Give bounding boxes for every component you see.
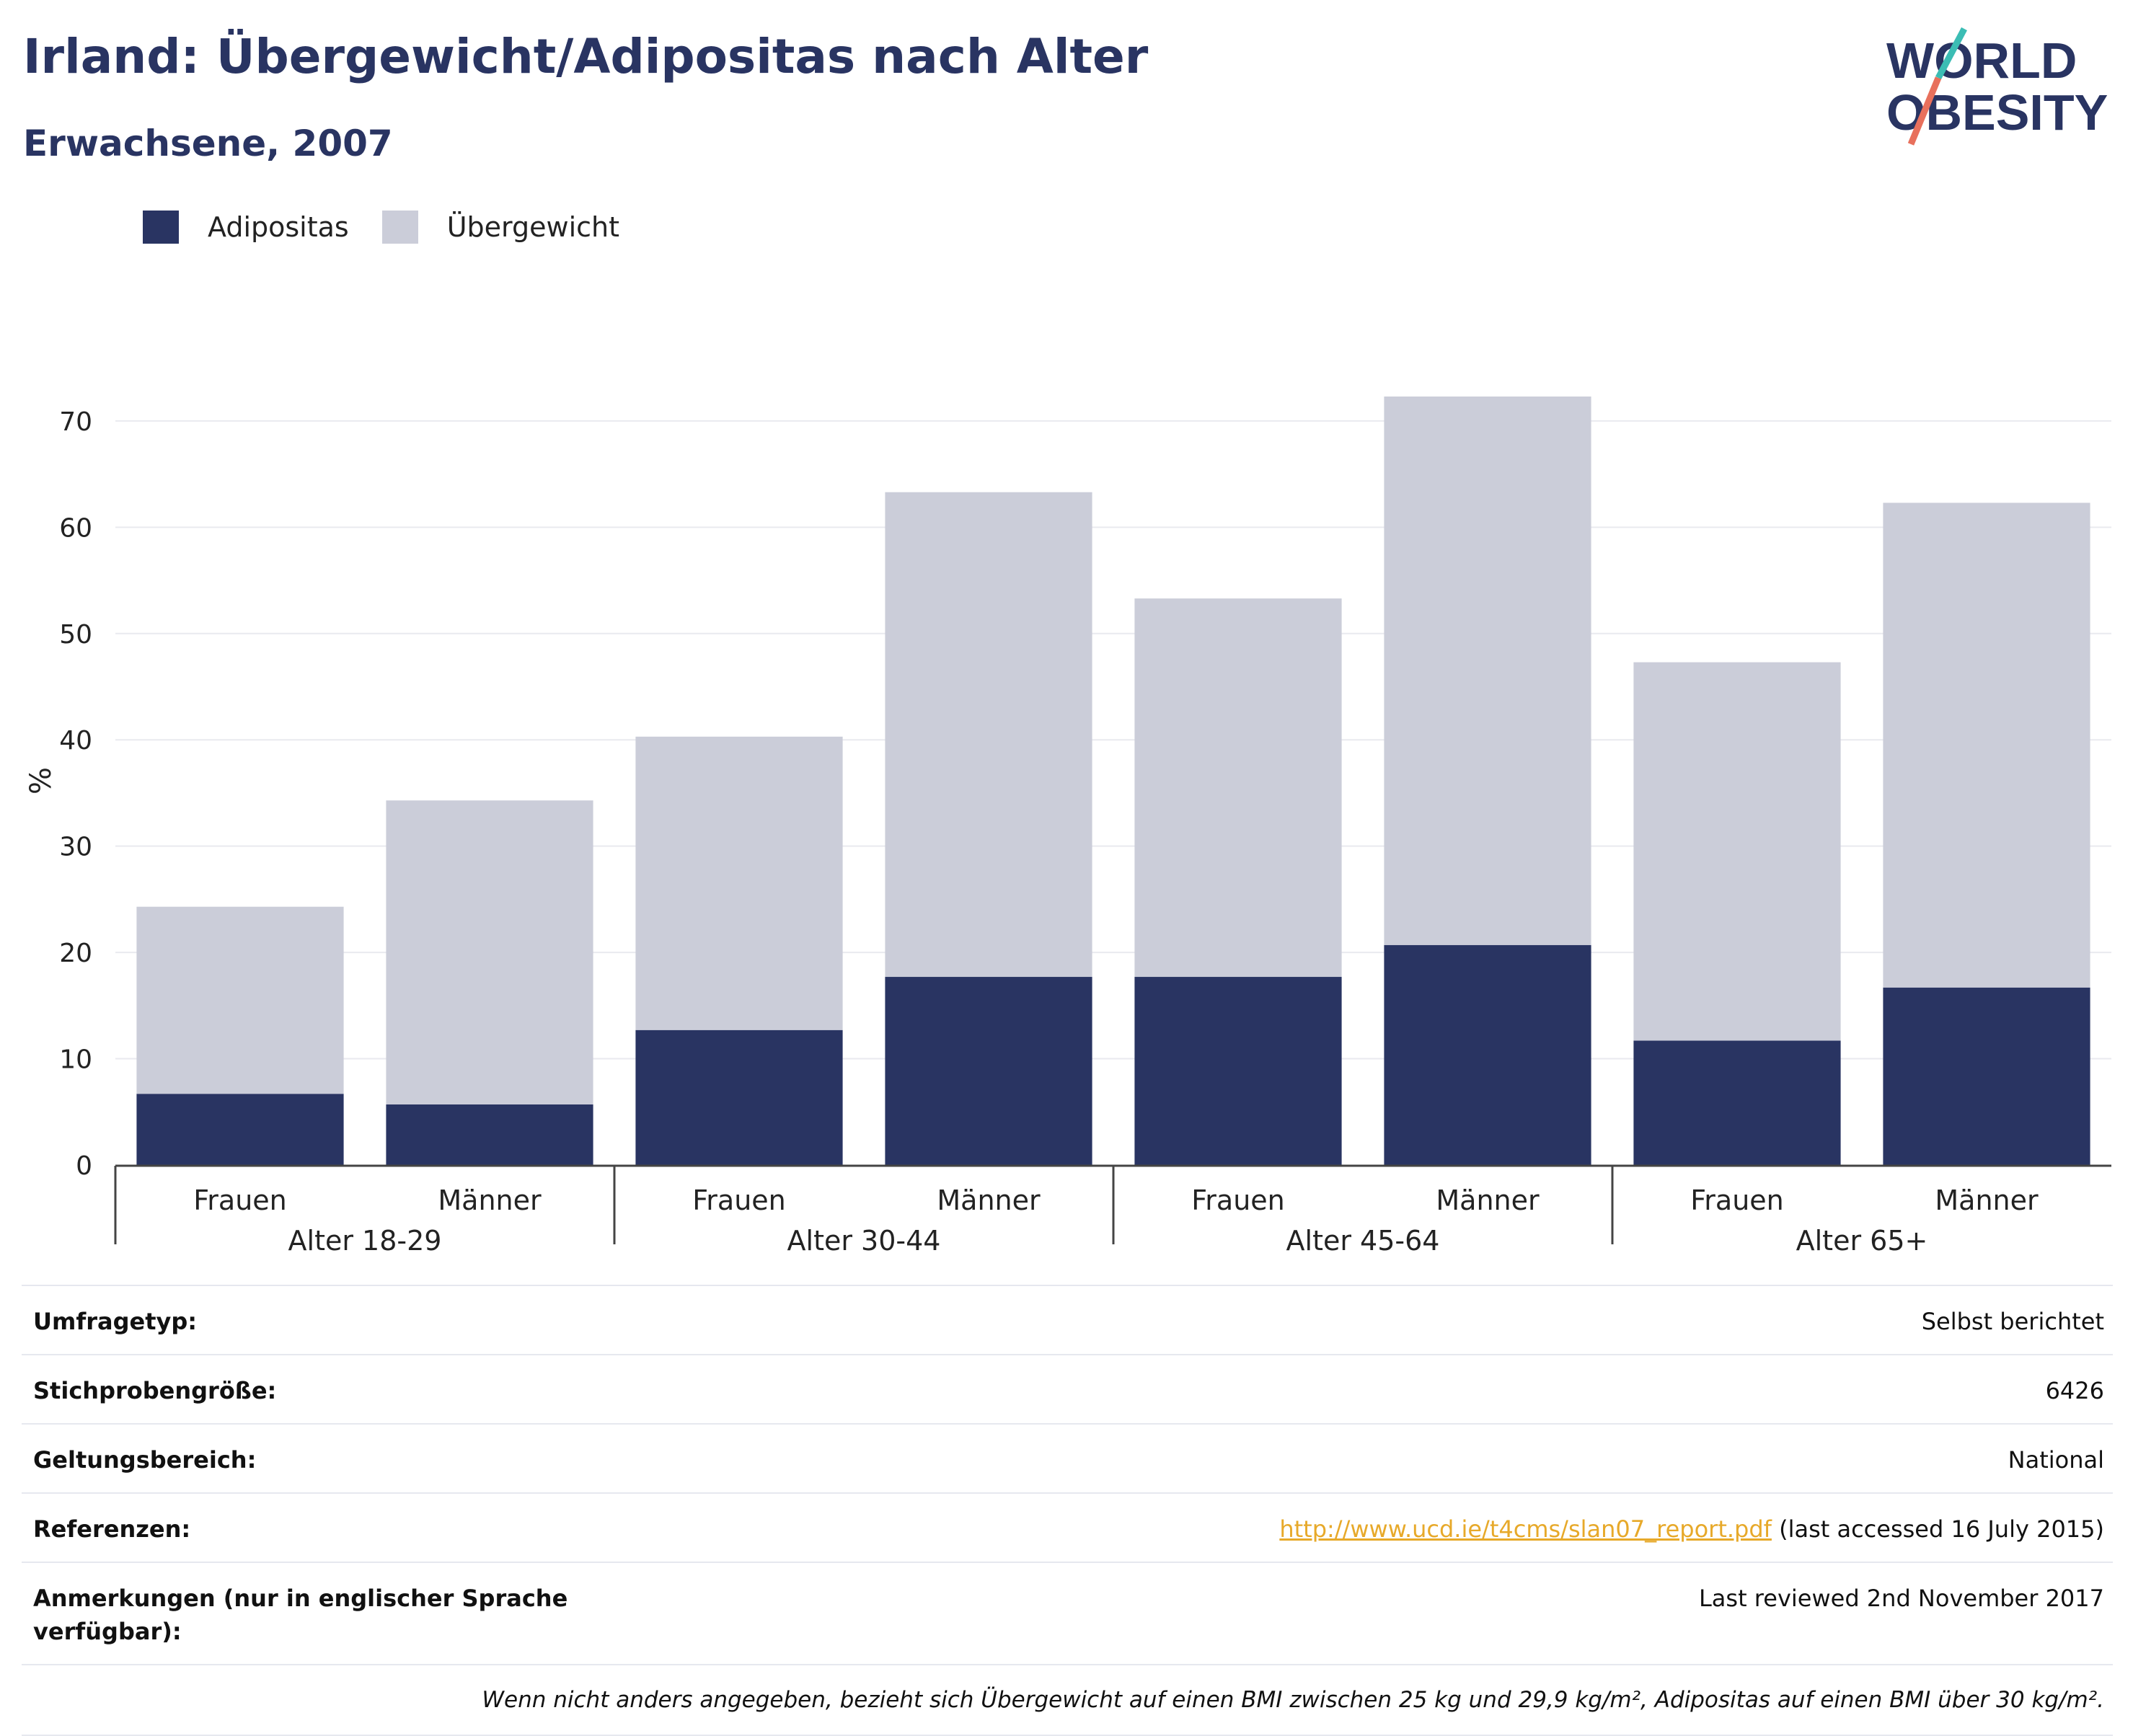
logo-line1: WORLD	[1886, 32, 2077, 89]
y-axis-title: %	[25, 767, 58, 794]
x-tick-label: Frauen	[1191, 1184, 1285, 1216]
bar-overweight-6	[1633, 662, 1841, 1041]
reference-link[interactable]: http://www.ucd.ie/t4cms/slan07_report.pd…	[1279, 1515, 1772, 1543]
x-tick-label: Männer	[438, 1184, 542, 1216]
meta-row-sample-size: Stichprobengröße: 6426	[22, 1354, 2113, 1423]
y-tick-label: 70	[59, 407, 92, 437]
bar-obesity-1	[386, 1104, 593, 1165]
x-tick-label: Männer	[1436, 1184, 1540, 1216]
x-tick-label: Frauen	[1690, 1184, 1784, 1216]
bar-overweight-3	[885, 492, 1092, 978]
meta-value: 6426	[2045, 1377, 2104, 1404]
legend-label-overweight: Übergewicht	[446, 211, 619, 243]
y-tick-label: 40	[59, 726, 92, 756]
x-group-label: Alter 65+	[1796, 1225, 1928, 1257]
y-tick-label: 50	[59, 620, 92, 650]
meta-row-notes: Anmerkungen (nur in englischer Sprache v…	[22, 1562, 2113, 1664]
bar-obesity-0	[136, 1094, 344, 1165]
world-obesity-logo: WORLD OBESITY	[1886, 27, 2108, 146]
y-tick-label: 20	[59, 939, 92, 968]
logo-line2: OBESITY	[1886, 84, 2108, 141]
bar-chart: 0 10 20 30 40 50 60 70% Frauen Männer Frauen Männer…	[25, 397, 2111, 1257]
bar-overweight-2	[635, 736, 843, 1030]
bar-obesity-7	[1883, 987, 2090, 1165]
meta-key: Stichprobengröße:	[33, 1377, 277, 1404]
x-tick-label: Männer	[937, 1184, 1041, 1216]
bar-obesity-4	[1134, 977, 1342, 1165]
legend-swatch-obesity	[143, 211, 179, 244]
metadata-table: Umfragetyp: Selbst berichtet Stichproben…	[22, 1285, 2113, 1736]
page-title: Irland: Übergewicht/Adipositas nach Alte…	[23, 29, 1149, 84]
bar-overweight-7	[1883, 502, 2090, 988]
meta-value: Last reviewed 2nd November 2017	[1698, 1585, 2104, 1612]
bar-overweight-5	[1384, 397, 1591, 945]
meta-value: National	[2008, 1446, 2104, 1474]
page-subtitle: Erwachsene, 2007	[23, 123, 393, 164]
chart-legend: Adipositas Übergewicht	[143, 211, 653, 244]
logo-slash-bottom-icon	[1907, 76, 1942, 146]
bar-overweight-0	[136, 906, 344, 1094]
meta-key: Geltungsbereich:	[33, 1446, 257, 1474]
meta-key: Referenzen:	[33, 1515, 191, 1543]
bar-obesity-3	[885, 977, 1092, 1165]
x-group-label: Alter 30-44	[787, 1225, 941, 1257]
logo-slash-top-icon	[1935, 27, 1967, 80]
bar-obesity-2	[635, 1029, 843, 1165]
meta-value: Selbst berichtet	[1921, 1308, 2104, 1335]
y-tick-label: 30	[59, 833, 92, 862]
meta-key: Anmerkungen (nur in englischer Sprache v…	[33, 1585, 568, 1645]
x-tick-label: Frauen	[193, 1184, 287, 1216]
y-tick-label: 0	[76, 1151, 92, 1181]
bar-overweight-1	[386, 800, 593, 1104]
x-tick-label: Männer	[1935, 1184, 2039, 1216]
meta-value: http://www.ucd.ie/t4cms/slan07_report.pd…	[1279, 1513, 2104, 1546]
y-tick-label: 60	[59, 513, 92, 543]
x-group-label: Alter 18-29	[288, 1225, 442, 1257]
x-tick-label: Frauen	[692, 1184, 786, 1216]
x-group-label: Alter 45-64	[1286, 1225, 1440, 1257]
meta-row-references: Referenzen: http://www.ucd.ie/t4cms/slan…	[22, 1492, 2113, 1562]
legend-swatch-overweight	[381, 211, 418, 244]
meta-row-survey-type: Umfragetyp: Selbst berichtet	[22, 1285, 2113, 1354]
meta-row-coverage: Geltungsbereich: National	[22, 1423, 2113, 1492]
bar-obesity-6	[1633, 1040, 1841, 1165]
bar-obesity-5	[1384, 944, 1591, 1165]
y-tick-label: 10	[59, 1045, 92, 1075]
bar-overweight-4	[1134, 598, 1342, 978]
legend-label-obesity: Adipositas	[208, 211, 349, 243]
meta-key: Umfragetyp:	[33, 1308, 198, 1335]
footnote: Wenn nicht anders angegeben, bezieht sic…	[22, 1664, 2113, 1736]
reference-accessed-text: (last accessed 16 July 2015)	[1771, 1515, 2104, 1543]
